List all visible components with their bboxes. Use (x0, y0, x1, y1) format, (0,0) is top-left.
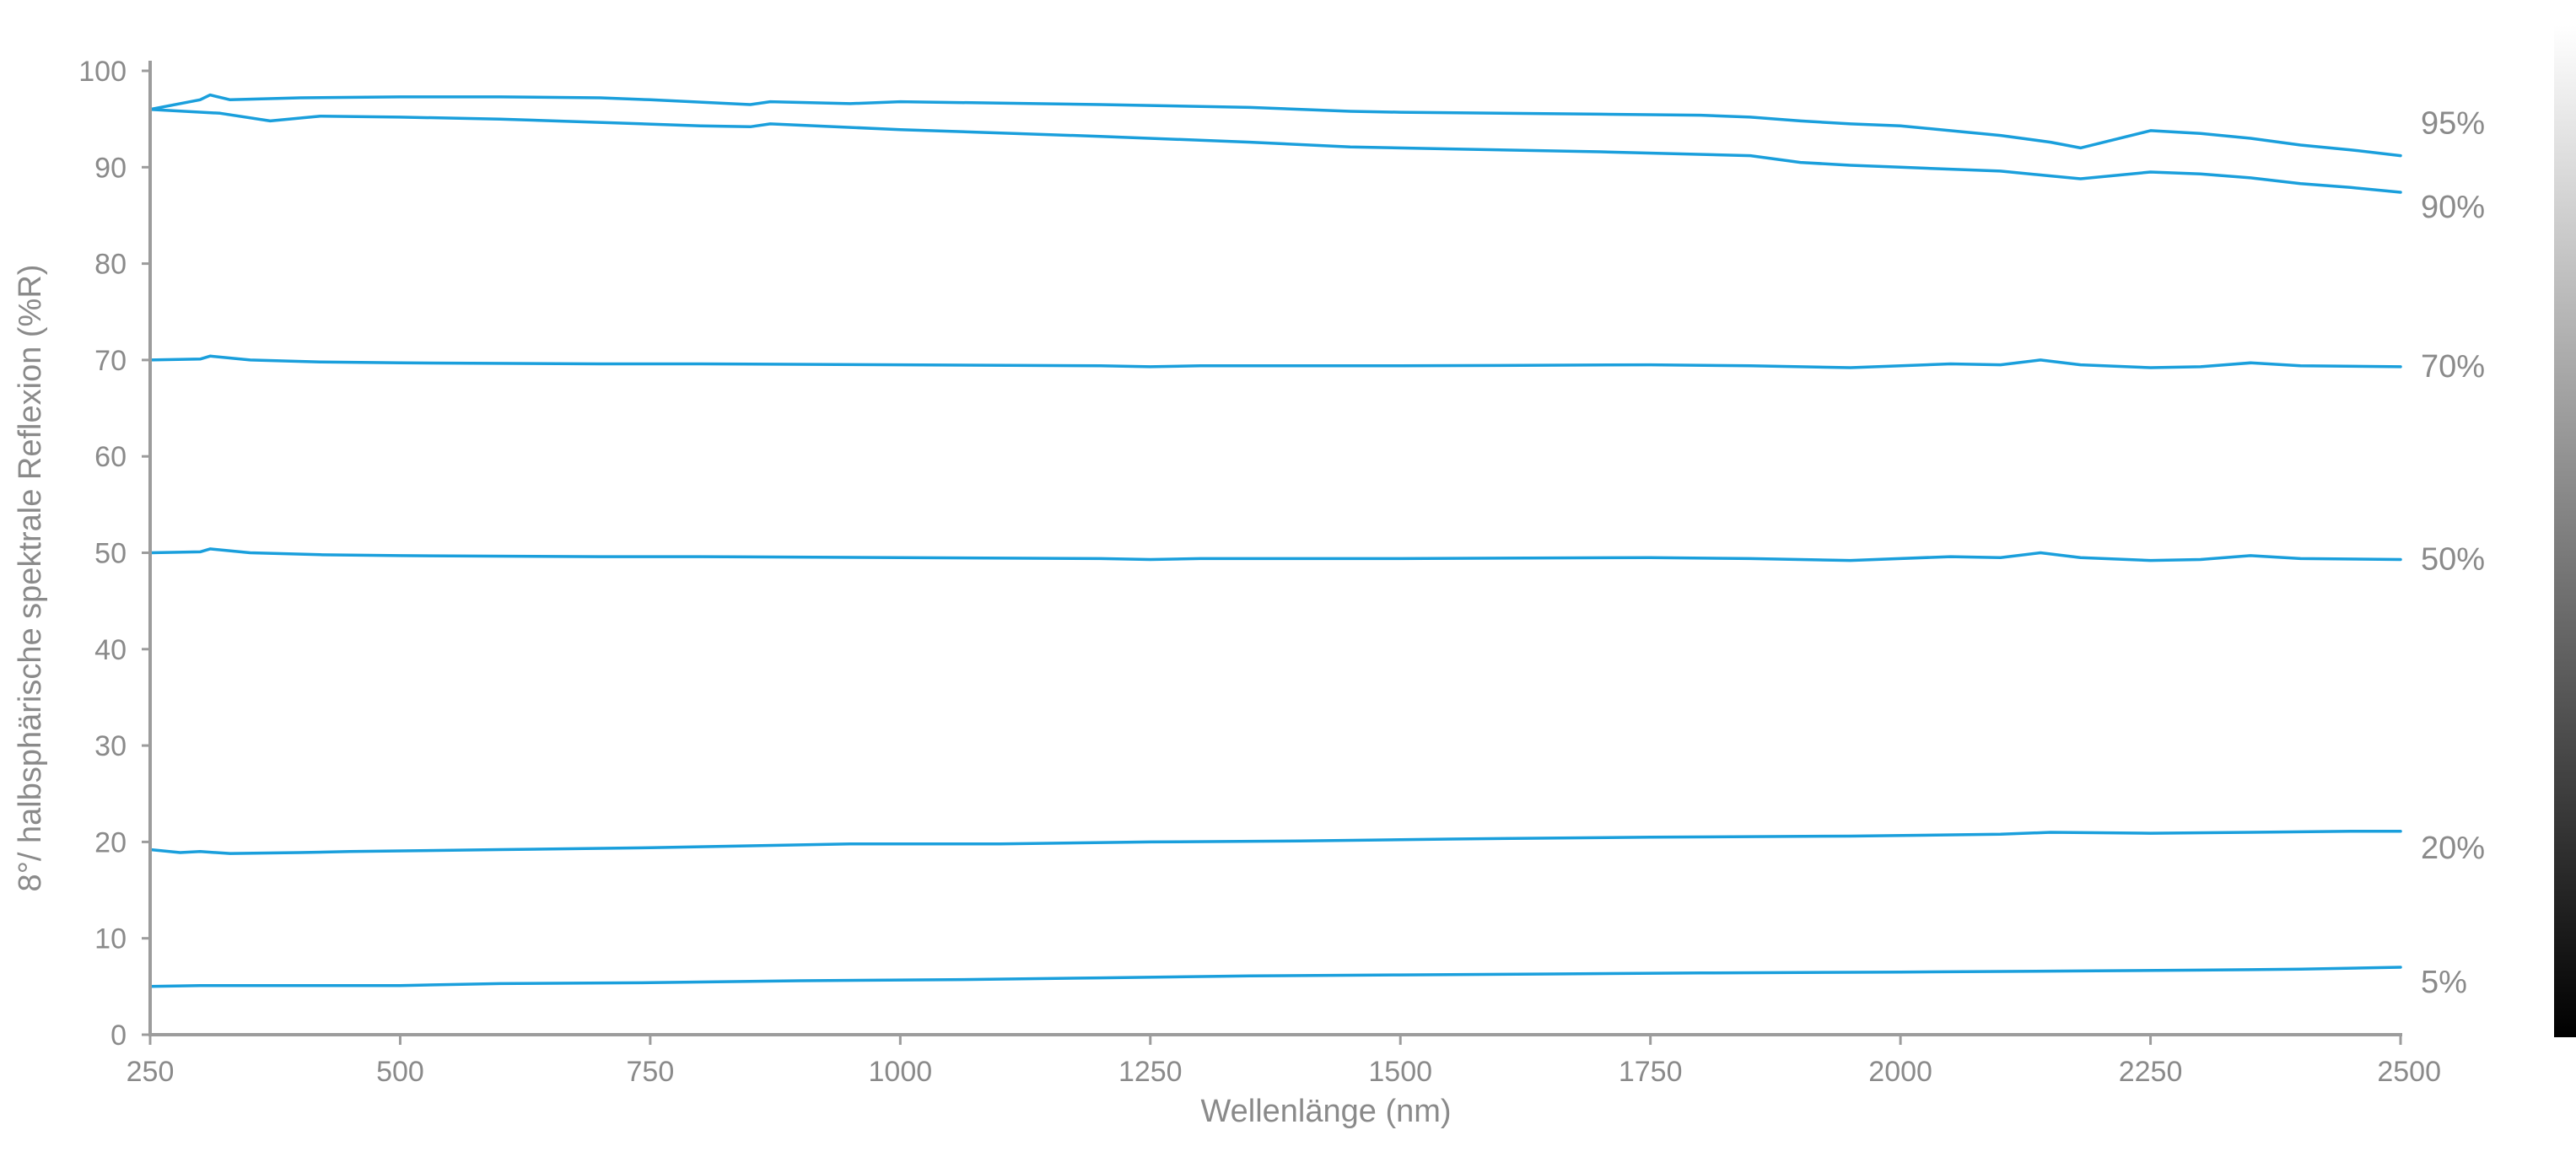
y-axis-title: 8°/ halbsphärische spektrale Reflexion (… (13, 265, 48, 892)
x-tick-label: 1750 (1619, 1056, 1683, 1088)
x-axis-title: Wellenlänge (nm) (1200, 1094, 1451, 1129)
y-tick-label: 100 (78, 56, 127, 88)
series-line-4 (148, 830, 2402, 855)
series-label-5: 5% (2421, 965, 2467, 1000)
series-line-5 (148, 966, 2402, 988)
series-line-1 (148, 107, 2402, 194)
series-label-4: 20% (2421, 831, 2485, 866)
x-tick-label: 1250 (1118, 1056, 1183, 1088)
y-tick-label: 10 (94, 923, 127, 955)
x-tick-label: 500 (376, 1056, 424, 1088)
y-tick-label: 90 (94, 152, 127, 184)
x-tick-label: 1500 (1368, 1056, 1432, 1088)
y-tick-label: 30 (94, 730, 127, 762)
y-tick-label: 80 (94, 249, 127, 281)
x-tick-label: 2250 (2119, 1056, 2183, 1088)
series-line-0 (148, 93, 2402, 158)
y-tick-label: 60 (94, 441, 127, 473)
x-tick-label: 1000 (869, 1056, 933, 1088)
y-axis-ticks: 0 10 20 30 40 50 60 70 80 90 100 (78, 56, 150, 1052)
series-layer (148, 93, 2402, 988)
series-line-2 (148, 354, 2402, 369)
series-labels: 95% 90% 70% 50% 20% 5% (2421, 106, 2485, 1000)
x-tick-label: 750 (627, 1056, 675, 1088)
x-axis-ticks: 250 500 750 1000 1250 1500 1750 2000 2250 2500 (127, 1035, 2441, 1088)
y-tick-label: 50 (94, 538, 127, 570)
series-label-0: 95% (2421, 106, 2485, 142)
grayscale-colorbar (2554, 25, 2576, 1037)
x-tick-label: 2500 (2377, 1056, 2441, 1088)
series-label-1: 90% (2421, 190, 2485, 225)
series-label-3: 50% (2421, 542, 2485, 578)
x-tick-label: 250 (127, 1056, 175, 1088)
series-line-3 (148, 547, 2402, 562)
y-tick-label: 70 (94, 345, 127, 377)
y-tick-label: 40 (94, 634, 127, 666)
y-tick-label: 0 (110, 1020, 127, 1052)
series-label-2: 70% (2421, 349, 2485, 385)
x-tick-label: 2000 (1868, 1056, 1932, 1088)
y-tick-label: 20 (94, 826, 127, 858)
